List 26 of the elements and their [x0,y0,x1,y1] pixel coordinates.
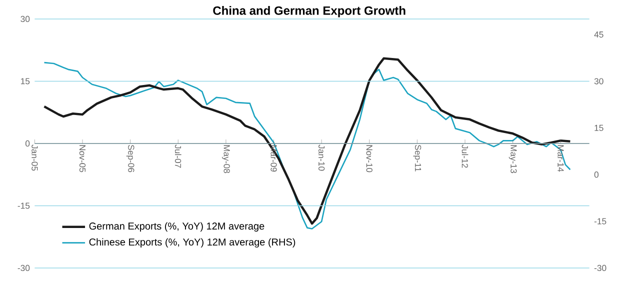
chart-title: China and German Export Growth [213,6,406,18]
y-tick-label: -15 [18,202,30,209]
y2-tick-label: 30 [594,78,604,84]
y2-tick-label: 45 [594,32,604,38]
y2-tick-label: -30 [594,264,606,272]
x-tick-label: Sep-11 [413,144,422,172]
x-tick-label: Sep-06 [126,144,134,172]
x-tick-label: Nov-05 [79,145,86,172]
y2-tick-label: 15 [594,124,604,131]
legend-label: Chinese Exports (%, YoY) 12M average (RHS) [89,238,296,248]
x-tick-label: Mar-14 [558,145,564,172]
x-tick-label: Nov-10 [366,145,372,172]
y-tick-label: 0 [25,140,30,147]
x-tick-label: Jul-12 [462,144,468,168]
x-tick-label: Jan-10 [318,144,325,171]
x-tick-label: May-13 [508,145,517,174]
legend-label: German Exports (%, YoY) 12M average [89,222,264,232]
y-tick-label: 30 [20,16,30,22]
y2-tick-label: 0 [594,172,599,178]
x-tick-label: May-08 [222,145,230,174]
x-tick-label: Mar-09 [270,145,277,172]
x-tick-label: Jan-05 [32,144,38,171]
y-tick-label: -30 [18,264,30,272]
y2-tick-label: -15 [594,218,606,224]
x-tick-label: Jul-07 [174,144,182,168]
y-tick-label: 15 [21,78,30,84]
